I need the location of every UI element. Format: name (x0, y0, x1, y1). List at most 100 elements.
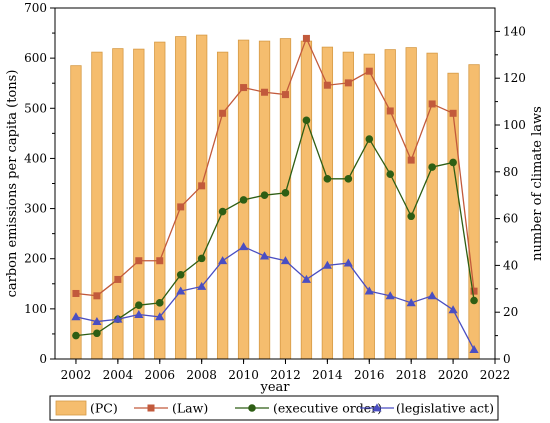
series-0-point-2003 (93, 292, 101, 300)
legend-marker-2 (372, 403, 382, 412)
x-tick-label-2016: 2016 (354, 368, 385, 382)
series-1-point-2019 (428, 163, 436, 171)
series-2-point-2013 (301, 274, 312, 283)
bar-pc-2005 (133, 48, 145, 359)
series-1-point-2007 (176, 270, 185, 279)
legend-label-0: (Law) (172, 401, 208, 416)
series-2-point-2008 (197, 281, 207, 290)
y-left-tick-label-400: 400 (24, 151, 47, 165)
series-0-point-2014 (323, 81, 331, 89)
y-left-tick-label-700: 700 (24, 1, 47, 15)
series-0-point-2004 (114, 275, 122, 283)
series-2-point-2010 (238, 242, 249, 251)
series-0-point-2010 (240, 84, 248, 92)
series-0-point-2016 (365, 67, 373, 75)
x-tick-label-2002: 2002 (61, 368, 92, 382)
x-tick-label-2020: 2020 (438, 368, 469, 382)
x-tick-label-2018: 2018 (396, 368, 427, 382)
legend-label-2: (legislative act) (396, 401, 494, 416)
bar-pc-2021 (468, 64, 480, 359)
series-0-point-2008 (198, 182, 206, 190)
series-0-point-2020 (449, 109, 457, 117)
series-2-point-2017 (385, 291, 395, 300)
series-1-point-2014 (323, 175, 332, 183)
x-tick-label-2010: 2010 (228, 368, 259, 382)
y-right-tick-label-80: 80 (503, 165, 518, 179)
series-2-point-2003 (92, 316, 102, 325)
series-0-point-2012 (281, 91, 289, 99)
legend-swatch-pc (55, 400, 87, 416)
series-1-point-2017 (386, 170, 395, 178)
bar-pc-2008 (196, 34, 208, 359)
bar-pc-2014 (321, 46, 334, 359)
bars-layer (70, 34, 480, 359)
y-right-tick-label-120: 120 (503, 71, 526, 85)
series-2-point-2007 (176, 286, 186, 295)
bar-pc-2019 (426, 52, 438, 359)
series-0-point-2019 (428, 100, 436, 108)
series-2-point-2011 (259, 251, 270, 260)
bar-pc-2020 (447, 72, 459, 359)
series-1-point-2013 (302, 116, 311, 125)
series-2-point-2019 (427, 291, 437, 300)
series-1-point-2008 (197, 254, 206, 263)
series-1-point-2002 (72, 331, 80, 340)
y-right-tick-label-100: 100 (503, 118, 526, 132)
bar-pc-2018 (405, 47, 417, 359)
legend-marker-0 (147, 404, 155, 412)
y-left-tick-label-300: 300 (24, 202, 47, 216)
series-2-point-2015 (343, 258, 353, 267)
y-axis-right-title: number of climate laws (530, 106, 545, 261)
x-tick-label-2006: 2006 (144, 368, 175, 382)
y-right-tick-label-0: 0 (503, 352, 511, 366)
legend: (PC) (Law) (executive order) (legislative a… (49, 395, 499, 421)
series-1-point-2010 (239, 196, 248, 204)
legend-marker-1 (248, 404, 256, 412)
y-right-tick-label-60: 60 (503, 212, 518, 226)
bar-pc-2002 (70, 65, 82, 359)
series-2-point-2005 (134, 309, 144, 318)
series-0-point-2005 (135, 257, 143, 265)
legend-label-1: (executive order) (273, 401, 382, 416)
series-2-point-2014 (322, 260, 332, 269)
series-0-point-2011 (261, 88, 269, 96)
y-right-tick-label-20: 20 (503, 305, 518, 319)
series-0-point-2015 (344, 79, 352, 87)
series-1-point-2020 (449, 158, 457, 167)
y-left-tick-label-200: 200 (24, 252, 47, 266)
series-2-point-2021 (469, 345, 479, 354)
series-2-point-2004 (113, 314, 123, 323)
series-1-point-2003 (93, 329, 101, 338)
bar-pc-2009 (216, 51, 229, 359)
series-2-point-2009 (218, 256, 228, 265)
y-left-tick-label-500: 500 (24, 101, 47, 115)
series-0-point-2007 (177, 203, 185, 211)
series-2-point-2012 (280, 256, 291, 265)
x-tick-label-2012: 2012 (270, 368, 301, 382)
series-1-point-2009 (218, 207, 227, 216)
series-1-point-2006 (155, 299, 164, 307)
series-1-point-2015 (344, 175, 353, 183)
lines-layer (71, 34, 479, 354)
series-1-point-2018 (407, 212, 415, 221)
series-0-point-2018 (407, 156, 415, 164)
bar-pc-2015 (342, 51, 354, 359)
x-axis-title: year (259, 380, 290, 395)
bar-pc-2017 (384, 49, 396, 359)
bar-pc-2011 (258, 40, 271, 359)
series-0-point-2017 (386, 107, 394, 115)
legend-label-pc: (PC) (90, 401, 118, 416)
x-tick-label-2014: 2014 (312, 368, 343, 382)
legend-box (49, 395, 499, 421)
x-tick-label-2004: 2004 (103, 368, 134, 382)
y-left-tick-label-100: 100 (24, 302, 47, 316)
series-line-2 (75, 245, 475, 350)
series-0-point-2009 (219, 109, 227, 117)
series-0-point-2002 (72, 289, 80, 297)
series-0-point-2013 (302, 34, 310, 42)
axes-layer: 2002 2004 2006 2008 2010 2012 2014 2016 2018 2020… (24, 1, 526, 382)
y-axis-left-title: carbon emissions per capita (tons) (5, 70, 20, 298)
bar-pc-2003 (91, 51, 103, 359)
x-tick-label-2022: 2022 (480, 368, 511, 382)
